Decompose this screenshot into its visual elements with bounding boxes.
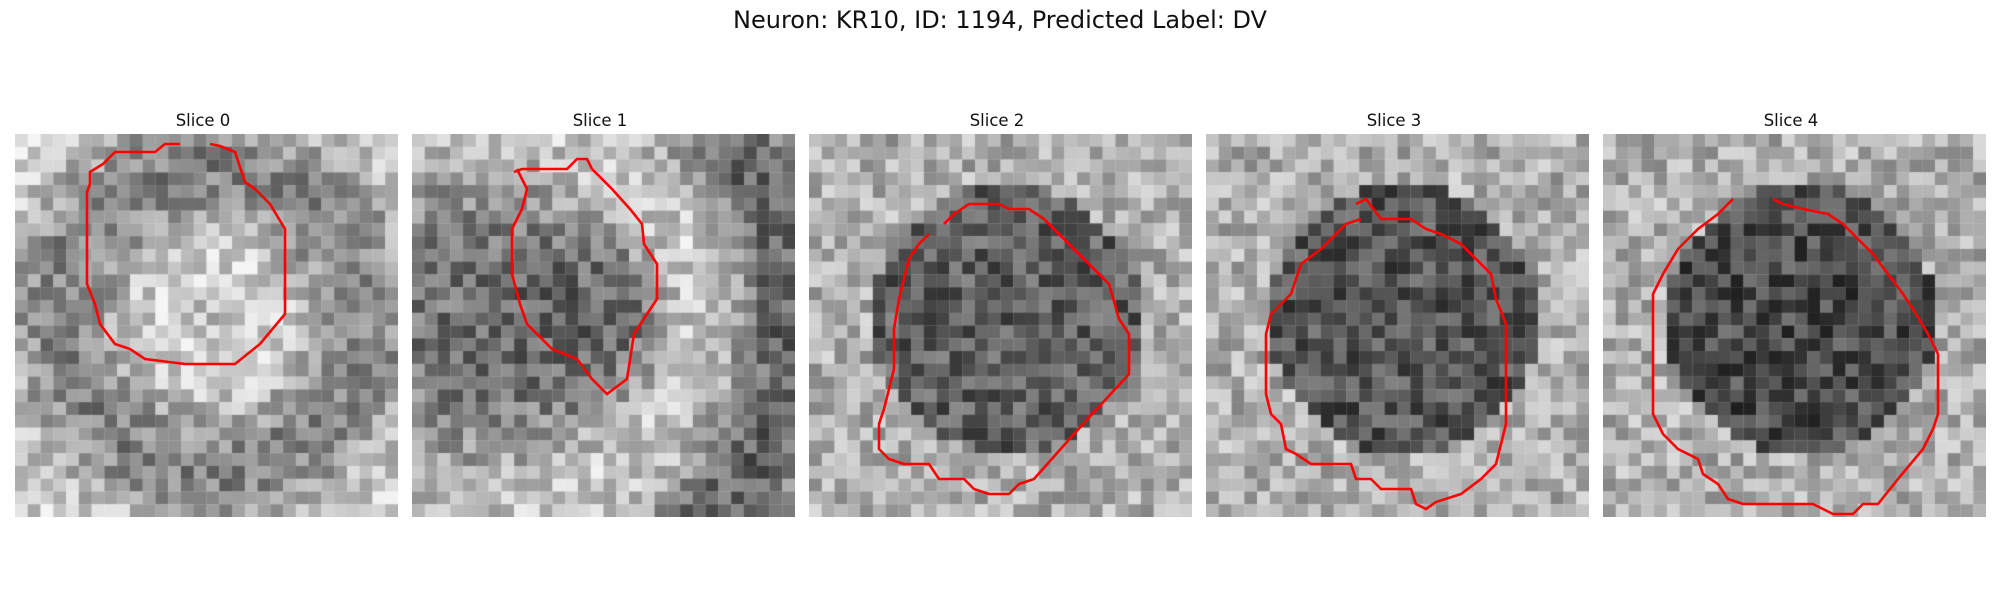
microscopy-image: [412, 134, 795, 517]
roi-contour-overlay: [877, 202, 1131, 496]
slice-title: Slice 3: [1366, 111, 1422, 130]
slice-title: Slice 0: [175, 111, 231, 130]
roi-contour-overlay: [1264, 197, 1508, 511]
roi-contour: [510, 157, 659, 396]
slice-title: Slice 1: [572, 111, 628, 130]
slice-panel: Slice 1: [405, 108, 795, 517]
slice-panel: Slice 3: [1199, 108, 1589, 517]
slice-title: Slice 2: [969, 111, 1025, 130]
roi-contour-overlay: [1651, 197, 1940, 516]
roi-contour: [1651, 197, 1940, 516]
slice-panel: Slice 0: [8, 108, 398, 517]
microscopy-image: [809, 134, 1192, 517]
roi-contour-overlay: [85, 142, 287, 366]
microscopy-image: [15, 134, 398, 517]
slice-title: Slice 4: [1763, 111, 1819, 130]
microscopy-image: [1206, 134, 1589, 517]
roi-contour: [877, 202, 1131, 496]
slice-panel: Slice 2: [802, 108, 1192, 517]
roi-contour: [1264, 197, 1508, 511]
figure-title: Neuron: KR10, ID: 1194, Predicted Label:…: [733, 6, 1267, 34]
slice-panel: Slice 4: [1596, 108, 1986, 517]
roi-contour: [85, 142, 287, 366]
roi-contour-overlay: [510, 157, 659, 396]
